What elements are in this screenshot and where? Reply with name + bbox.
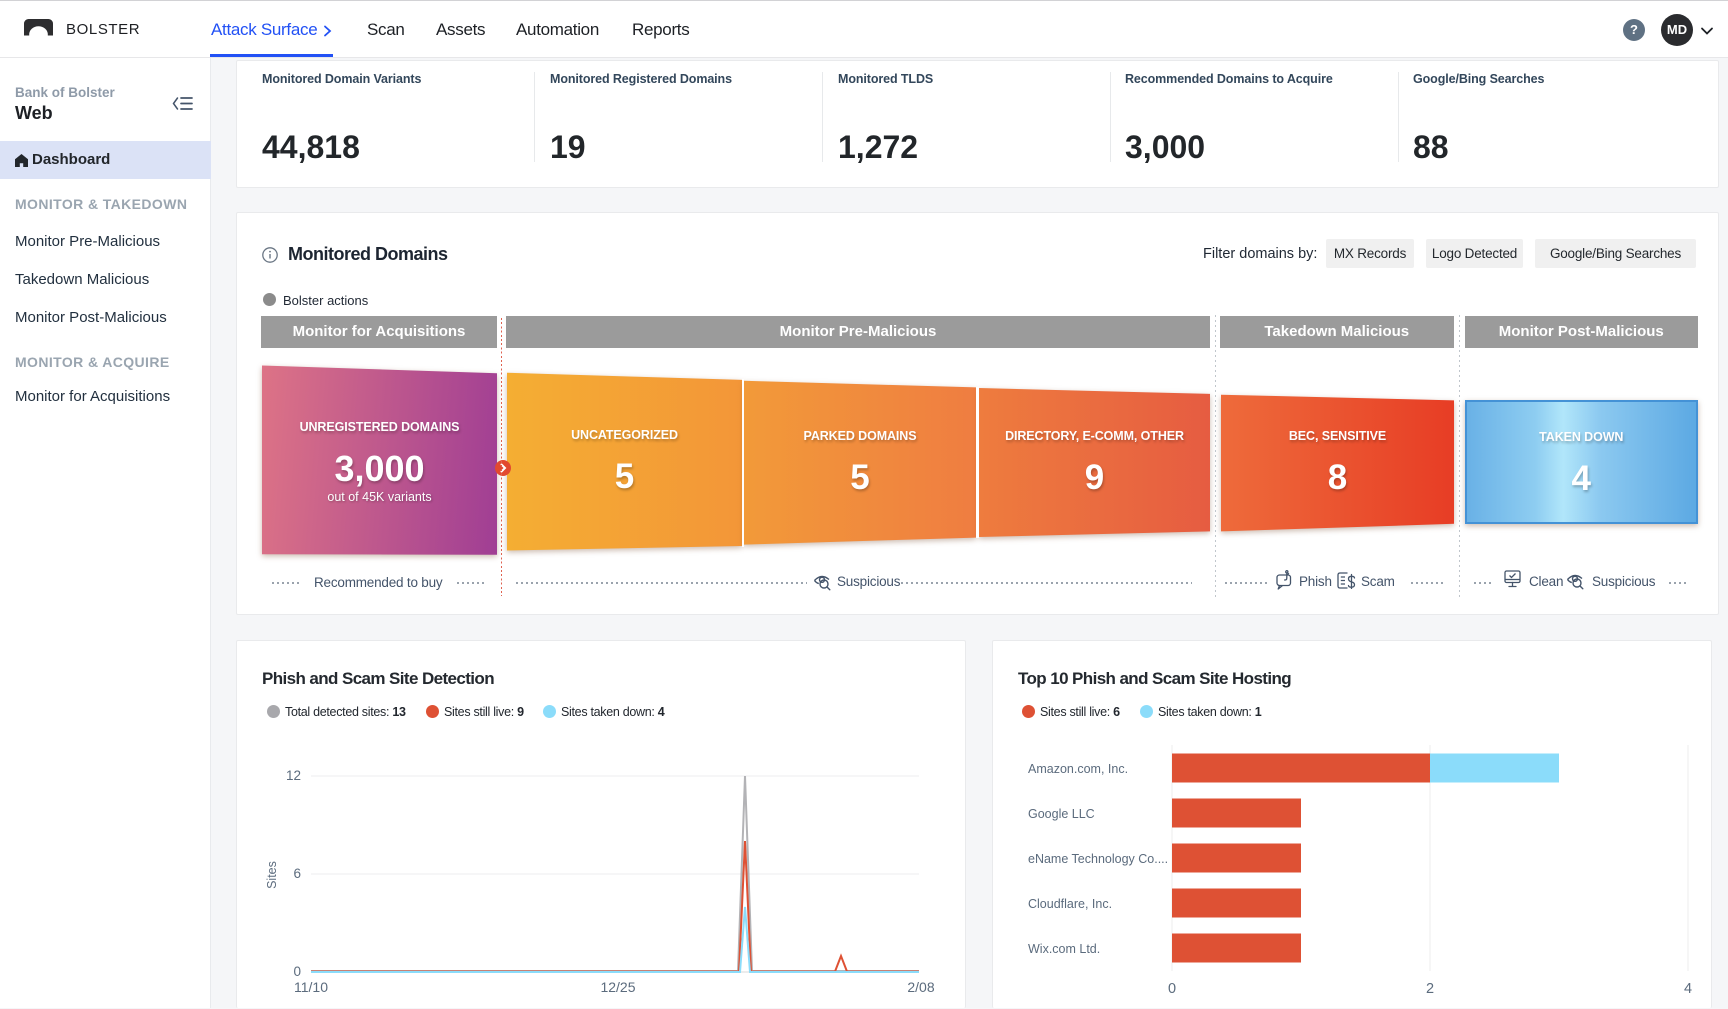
svg-text:Wix.com Ltd.: Wix.com Ltd. [1028,942,1100,956]
svg-text:0: 0 [293,964,301,979]
svg-text:Cloudflare, Inc.: Cloudflare, Inc. [1028,897,1112,911]
svg-text:2/08: 2/08 [907,979,934,995]
svg-text:11/10: 11/10 [294,979,328,995]
svg-text:eName Technology Co....: eName Technology Co.... [1028,852,1168,866]
svg-text:4: 4 [1684,981,1692,997]
svg-text:2: 2 [1426,981,1434,997]
svg-text:0: 0 [1168,981,1176,997]
svg-text:12: 12 [286,768,301,783]
svg-text:12/25: 12/25 [600,979,635,995]
svg-text:6: 6 [293,866,301,881]
svg-text:Sites: Sites [265,861,279,889]
svg-text:Amazon.com, Inc.: Amazon.com, Inc. [1028,762,1128,776]
svg-text:Google LLC: Google LLC [1028,807,1095,821]
